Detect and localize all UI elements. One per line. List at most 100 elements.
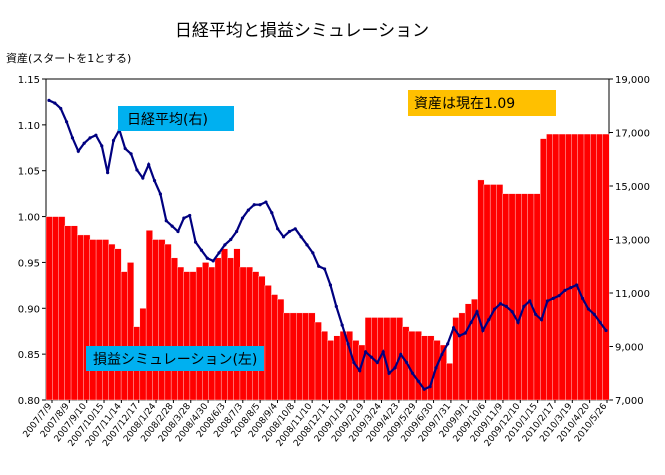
nikkei-point (240, 216, 245, 220)
left-tick-label: 1.10 (18, 121, 40, 132)
nikkei-point (135, 168, 139, 172)
asset-bar (321, 331, 329, 401)
nikkei-point (580, 296, 585, 300)
asset-bar (546, 133, 554, 401)
asset-bar (271, 294, 278, 401)
nikkei-point (369, 355, 374, 359)
nikkei-point (264, 200, 268, 204)
asset-bar (170, 257, 178, 401)
right-tick-label: 17,000 (615, 129, 650, 140)
nikkei-point (147, 163, 151, 167)
asset-bar (64, 225, 72, 401)
pnl-legend-label: 損益シミュレーション(左) (93, 352, 257, 368)
asset-bar (264, 285, 272, 401)
nikkei-point (100, 144, 104, 148)
asset-bar (283, 312, 291, 401)
nikkei-point (440, 352, 444, 357)
pnl-legend-label-bg (86, 346, 264, 371)
nikkei-point (592, 312, 596, 316)
nikkei-point (469, 320, 473, 325)
nikkei-point (188, 213, 192, 218)
asset-bar (114, 248, 122, 401)
left-tick-label: 0.95 (18, 258, 40, 269)
asset-bar (533, 193, 541, 401)
nikkei-point (446, 342, 450, 346)
asset-bar (558, 133, 566, 401)
asset-bar (565, 133, 572, 401)
nikkei-point (158, 192, 162, 196)
asset-bar (539, 138, 547, 401)
asset-bar (252, 271, 260, 401)
nikkei-point (59, 106, 63, 111)
asset-bar (458, 312, 466, 401)
right-tick-label: 11,000 (615, 289, 650, 300)
asset-bar (314, 321, 322, 401)
nikkei-point (317, 264, 321, 268)
nikkei-point (434, 366, 438, 370)
nikkei-point (352, 360, 356, 365)
nikkei-point (211, 259, 215, 263)
asset-bar (477, 179, 485, 401)
nikkei-point (563, 288, 567, 292)
asset-bar (289, 312, 297, 401)
nikkei-point (305, 243, 309, 247)
nikkei-point (522, 304, 526, 308)
asset-bar (489, 184, 497, 401)
asset-bar (483, 184, 491, 401)
asset-bar (189, 271, 197, 401)
nikkei-point (393, 366, 397, 370)
asset-bar (296, 312, 303, 401)
asset-bar (145, 230, 153, 401)
asset-bar (158, 239, 166, 401)
asset-bar (502, 193, 510, 401)
nikkei-point (340, 323, 344, 327)
asset-bar (108, 243, 116, 401)
asset-bar (120, 271, 128, 401)
nikkei-point (70, 136, 75, 140)
nikkei-point (246, 208, 250, 212)
right-tick-label: 7,000 (615, 396, 644, 407)
asset-bar (58, 216, 66, 401)
nikkei-point (164, 219, 168, 223)
right-tick-label: 19,000 (615, 75, 650, 86)
nikkei-point (111, 138, 116, 143)
asset-bar (602, 133, 610, 401)
nikkei-point (217, 251, 221, 255)
nikkei-point (534, 312, 538, 316)
nikkei-point (258, 203, 262, 207)
nikkei-point (586, 307, 591, 311)
asset-bar (233, 248, 241, 401)
asset-bar (70, 225, 78, 401)
left-tick-label: 0.80 (18, 396, 40, 407)
current-asset-annotation-bg (408, 90, 556, 116)
nikkei-point (405, 360, 409, 365)
nikkei-point (504, 304, 508, 308)
asset-bar (389, 317, 397, 401)
asset-bar (183, 271, 191, 401)
nikkei-point (557, 294, 561, 298)
nikkei-point (539, 318, 544, 322)
nikkei-point (235, 229, 239, 234)
asset-bar (414, 331, 422, 401)
nikkei-point (129, 152, 133, 156)
nikkei-point (516, 320, 520, 325)
asset-bar (552, 133, 560, 401)
nikkei-point (176, 229, 180, 234)
current-asset-annotation: 資産は現在1.09 (414, 96, 515, 112)
nikkei-point (94, 133, 98, 137)
asset-bar (52, 216, 60, 401)
asset-bar (508, 193, 516, 401)
left-tick-label: 1.15 (18, 75, 40, 86)
asset-bar (577, 133, 585, 401)
nikkei-point (182, 216, 186, 220)
nikkei-point (47, 98, 51, 102)
nikkei-point (223, 243, 227, 247)
nikkei-point (604, 328, 608, 333)
asset-bar (245, 266, 253, 401)
asset-bar (339, 331, 347, 401)
asset-bar (583, 133, 591, 401)
nikkei-point (328, 283, 333, 287)
asset-bar (277, 298, 285, 401)
nikkei-point (205, 256, 209, 260)
